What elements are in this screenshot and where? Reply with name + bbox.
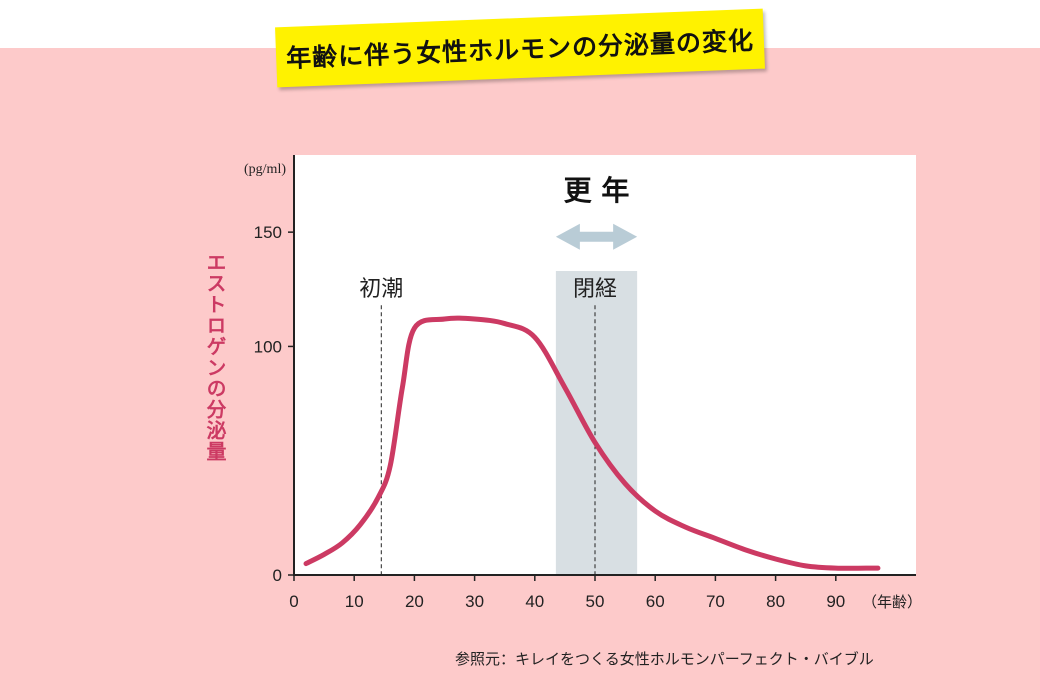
y-axis-label: エストロゲンの分泌量 (203, 252, 227, 462)
x-axis-unit: （年齢） (862, 593, 922, 611)
estrogen-curve (303, 315, 881, 571)
span-label: 更 年 (564, 174, 630, 207)
y-tick-label: 0 (273, 566, 282, 585)
x-tick-label: 80 (766, 592, 785, 611)
x-tick-label: 30 (465, 592, 484, 611)
x-tick-label: 50 (586, 592, 605, 611)
annotation-label: 初潮 (359, 277, 403, 302)
double-arrow-icon (555, 223, 638, 250)
x-tick-label: 10 (345, 592, 364, 611)
menopause-band (555, 271, 638, 575)
x-tick-label: 0 (289, 592, 298, 611)
annotation-label: 閉経 (573, 277, 617, 302)
source-note: 参照元：キレイをつくる女性ホルモンパーフェクト・バイブル (455, 650, 874, 668)
x-tick-label: 60 (646, 592, 665, 611)
x-tick-label: 70 (706, 592, 725, 611)
x-tick-label: 40 (525, 592, 544, 611)
y-tick-label: 100 (254, 337, 282, 356)
x-tick-label: 20 (405, 592, 424, 611)
x-tick-label: 90 (826, 592, 845, 611)
y-tick-label: 150 (254, 223, 282, 242)
y-axis-unit: (pg/ml) (244, 162, 286, 177)
